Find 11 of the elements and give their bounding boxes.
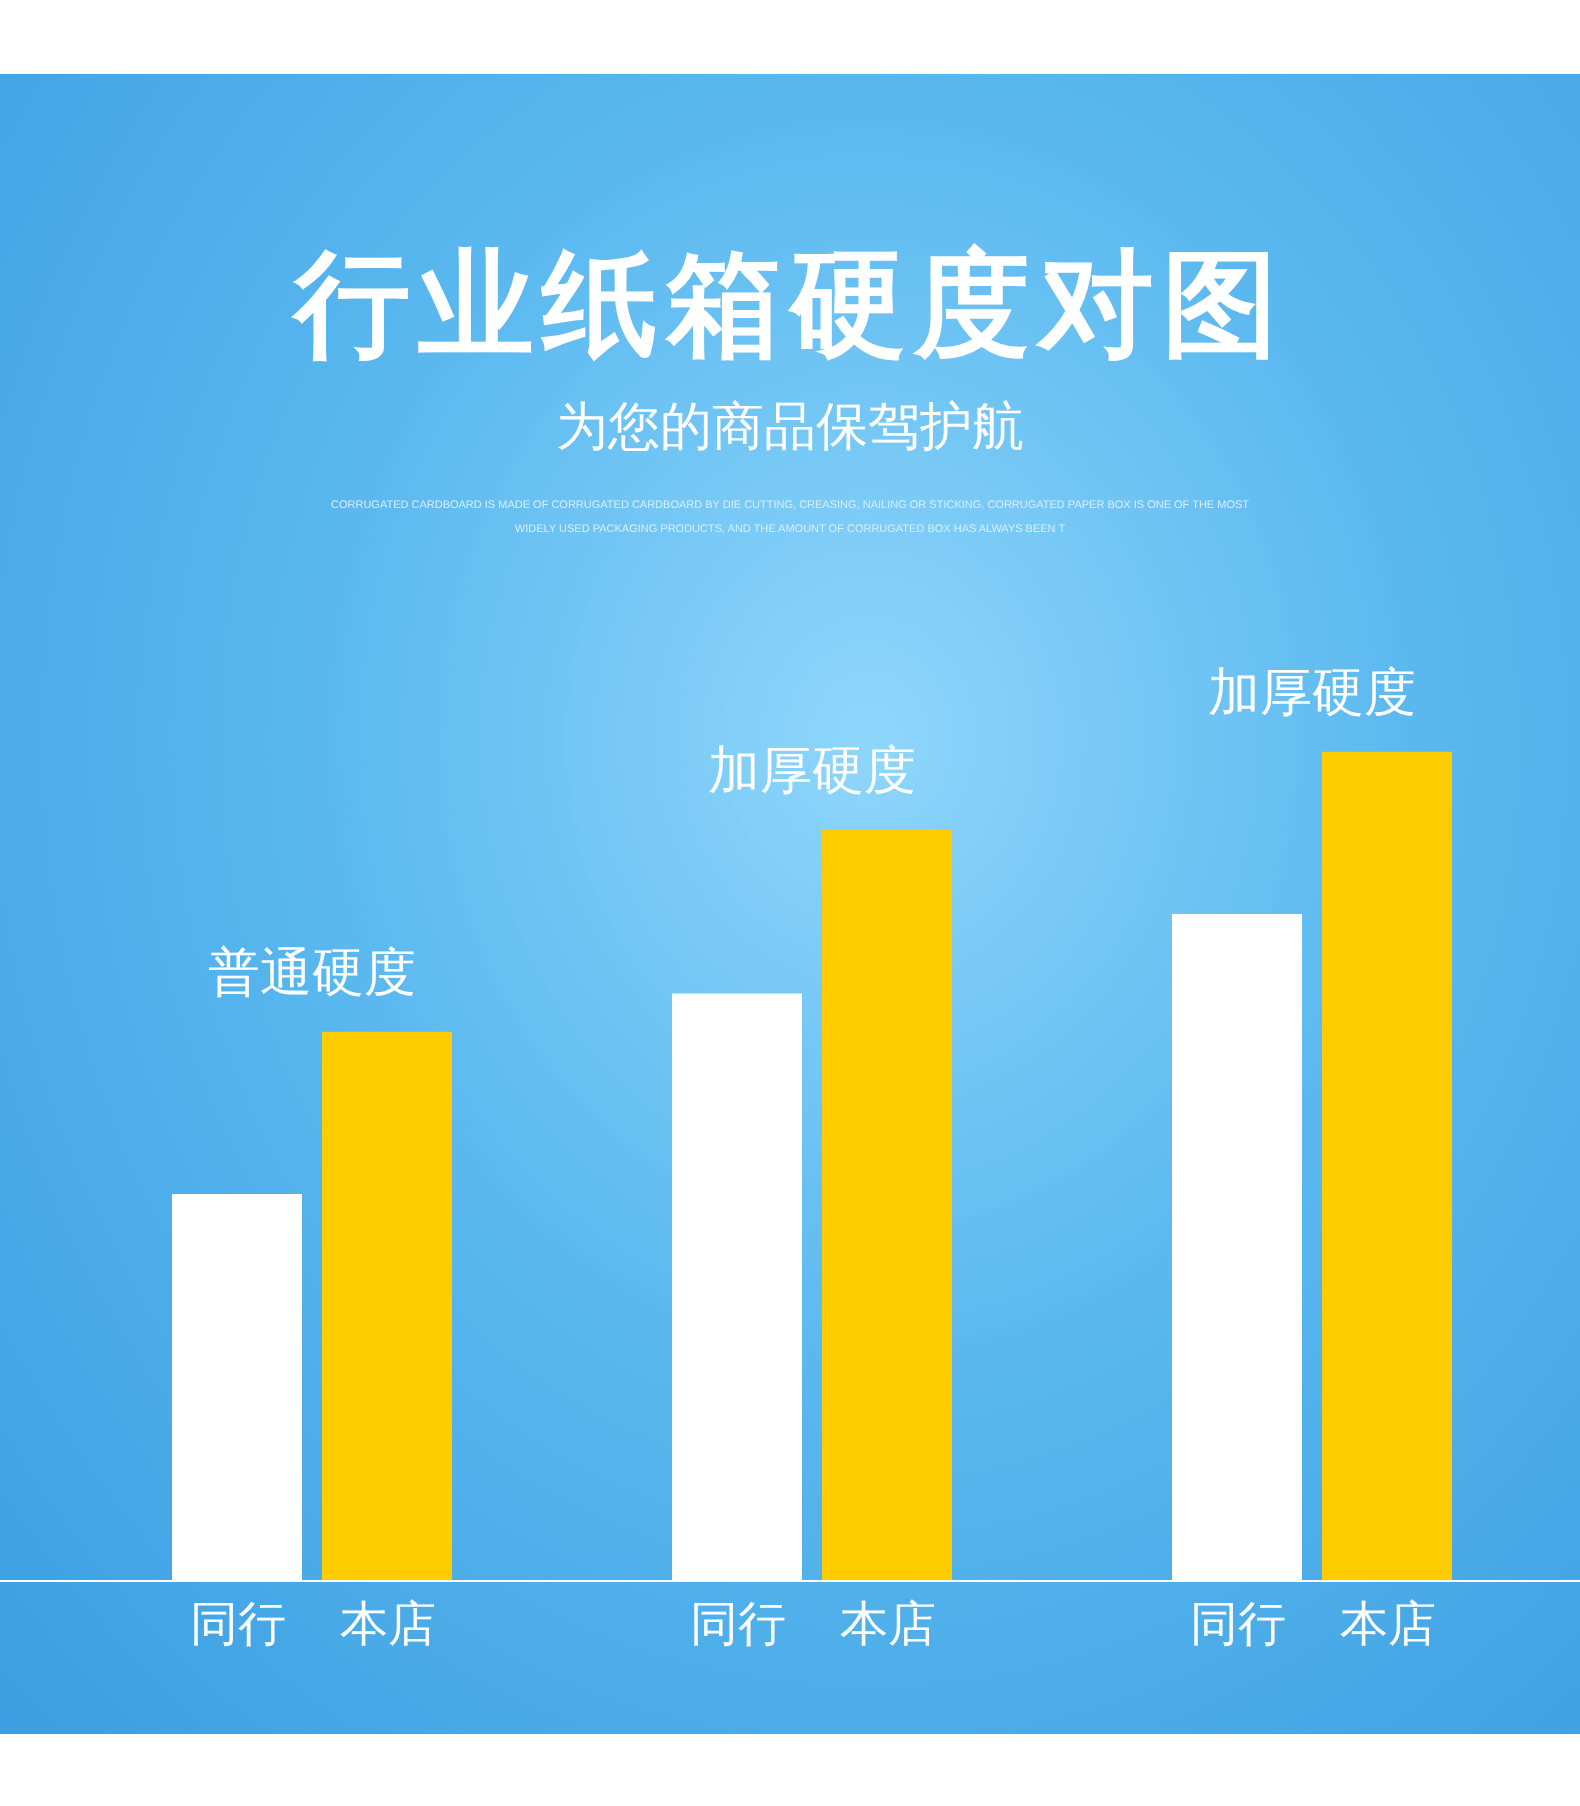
chart-title: 行业纸箱硬度对图: [289, 234, 1288, 376]
text: 同行: [690, 1596, 786, 1652]
x-tick-label: 加厚硬度: [1208, 664, 1416, 724]
text: 本店: [1340, 1596, 1436, 1652]
series-label: 同行: [190, 1596, 286, 1652]
text: 同行: [1190, 1596, 1286, 1652]
series-label: 本店: [340, 1596, 436, 1652]
text: 本店: [840, 1596, 936, 1652]
x-tick-label: 加厚硬度: [708, 742, 916, 802]
x-tick-label: 普通硬度: [208, 944, 416, 1004]
chart-subtitle: 为您的商品保驾护航: [554, 396, 1026, 462]
